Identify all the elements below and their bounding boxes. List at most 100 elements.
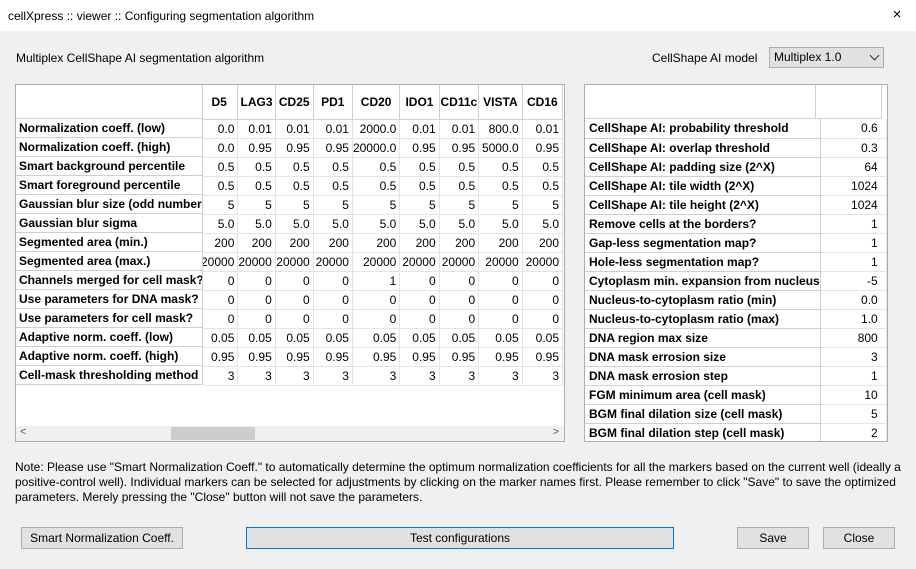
table-cell[interactable]: 0 xyxy=(352,290,401,310)
marker-column-header[interactable]: CD16 xyxy=(522,85,564,120)
table-cell[interactable]: 3 xyxy=(522,366,564,386)
table-cell[interactable]: 0 xyxy=(399,309,440,329)
table-cell[interactable]: 200 xyxy=(522,233,564,253)
table-cell[interactable]: 5.0 xyxy=(313,214,353,234)
table-cell[interactable]: 5.0 xyxy=(439,214,480,234)
table-cell[interactable]: 0.5 xyxy=(352,157,401,177)
table-cell[interactable]: 0 xyxy=(399,271,440,291)
table-cell[interactable]: 1 xyxy=(352,271,401,291)
marker-column-header[interactable]: PD1 xyxy=(313,85,353,120)
table-cell[interactable]: 0.95 xyxy=(313,347,353,367)
table-cell[interactable]: 5 xyxy=(439,195,480,215)
table-cell[interactable]: 5 xyxy=(237,195,276,215)
scroll-right-icon[interactable]: > xyxy=(552,426,559,438)
table-cell[interactable]: 0.05 xyxy=(275,328,314,348)
table-cell[interactable]: 200 xyxy=(237,233,276,253)
table-cell[interactable]: 20000.0 xyxy=(352,138,401,158)
table-cell[interactable]: 20000 xyxy=(237,252,276,272)
table-cell[interactable]: 0.95 xyxy=(399,138,440,158)
table-cell[interactable]: 2000.0 xyxy=(352,119,401,139)
table-cell[interactable]: 0 xyxy=(237,309,276,329)
table-cell[interactable]: 3 xyxy=(275,366,314,386)
parameter-value[interactable]: 0.0 xyxy=(820,290,887,310)
parameter-value[interactable]: 1.0 xyxy=(820,309,887,329)
table-cell[interactable]: 0.01 xyxy=(439,119,480,139)
close-button[interactable]: Close xyxy=(823,527,895,549)
table-cell[interactable]: 5 xyxy=(478,195,523,215)
parameter-value[interactable]: 0.6 xyxy=(820,119,887,139)
table-cell[interactable]: 0.5 xyxy=(522,176,564,196)
table-cell[interactable]: 5 xyxy=(399,195,440,215)
table-cell[interactable]: 0.5 xyxy=(275,176,314,196)
table-cell[interactable]: 0.0 xyxy=(203,138,239,158)
table-cell[interactable]: 0.05 xyxy=(313,328,353,348)
table-cell[interactable]: 0.05 xyxy=(478,328,523,348)
table-cell[interactable]: 0.05 xyxy=(352,328,401,348)
table-cell[interactable]: 0.5 xyxy=(237,176,276,196)
table-cell[interactable]: 0.5 xyxy=(313,157,353,177)
table-cell[interactable]: 0 xyxy=(237,271,276,291)
table-cell[interactable]: 0 xyxy=(522,309,564,329)
marker-column-header[interactable]: VISTA xyxy=(478,85,523,120)
table-cell[interactable]: 0 xyxy=(313,290,353,310)
table-cell[interactable]: 200 xyxy=(439,233,480,253)
table-cell[interactable]: 0 xyxy=(313,271,353,291)
close-icon[interactable]: × xyxy=(892,6,902,23)
table-cell[interactable]: 0.01 xyxy=(313,119,353,139)
table-cell[interactable]: 0.01 xyxy=(275,119,314,139)
table-cell[interactable]: 0.05 xyxy=(203,328,239,348)
table-cell[interactable]: 20000 xyxy=(399,252,440,272)
marker-column-header[interactable]: D5 xyxy=(203,85,239,120)
table-cell[interactable]: 20000 xyxy=(439,252,480,272)
table-cell[interactable]: 5 xyxy=(275,195,314,215)
table-cell[interactable]: 0.95 xyxy=(237,138,276,158)
table-cell[interactable]: 0.5 xyxy=(352,176,401,196)
parameter-value[interactable]: 800 xyxy=(820,328,887,348)
parameter-value[interactable]: 5 xyxy=(820,404,887,424)
table-cell[interactable]: 20000 xyxy=(313,252,353,272)
table-cell[interactable]: 5 xyxy=(352,195,401,215)
table-cell[interactable]: 200 xyxy=(399,233,440,253)
table-cell[interactable]: 3 xyxy=(399,366,440,386)
parameter-value[interactable]: 2 xyxy=(820,423,887,441)
table-cell[interactable]: 800.0 xyxy=(478,119,523,139)
table-cell[interactable]: 0 xyxy=(439,309,480,329)
table-cell[interactable]: 200 xyxy=(203,233,239,253)
table-cell[interactable]: 0.95 xyxy=(478,347,523,367)
marker-column-header[interactable]: CD20 xyxy=(352,85,401,120)
table-cell[interactable]: 200 xyxy=(478,233,523,253)
table-cell[interactable]: 20000 xyxy=(275,252,314,272)
table-cell[interactable]: 0 xyxy=(522,290,564,310)
table-cell[interactable]: 3 xyxy=(478,366,523,386)
parameter-value[interactable]: 1 xyxy=(820,214,887,234)
table-cell[interactable]: 5000.0 xyxy=(478,138,523,158)
parameter-value[interactable]: 10 xyxy=(820,385,887,405)
table-cell[interactable]: 0 xyxy=(478,309,523,329)
table-cell[interactable]: 5.0 xyxy=(275,214,314,234)
table-cell[interactable]: 0.95 xyxy=(237,347,276,367)
table-cell[interactable]: 0 xyxy=(478,290,523,310)
table-cell[interactable]: 0 xyxy=(439,271,480,291)
table-cell[interactable]: 0 xyxy=(352,309,401,329)
table-cell[interactable]: 3 xyxy=(203,366,239,386)
parameter-value[interactable]: 3 xyxy=(820,347,887,367)
table-cell[interactable]: 0.05 xyxy=(399,328,440,348)
table-cell[interactable]: 3 xyxy=(313,366,353,386)
table-cell[interactable]: 0.5 xyxy=(237,157,276,177)
table-cell[interactable]: 0.95 xyxy=(275,347,314,367)
table-cell[interactable]: 0 xyxy=(439,290,480,310)
table-cell[interactable]: 0 xyxy=(275,309,314,329)
table-cell[interactable]: 0 xyxy=(275,271,314,291)
table-cell[interactable]: 5 xyxy=(522,195,564,215)
table-cell[interactable]: 0 xyxy=(313,309,353,329)
marker-column-header[interactable]: CD25 xyxy=(275,85,314,120)
table-cell[interactable]: 0.5 xyxy=(203,176,239,196)
table-cell[interactable]: 0 xyxy=(275,290,314,310)
table-cell[interactable]: 0.95 xyxy=(203,347,239,367)
scrollbar-thumb[interactable] xyxy=(171,427,255,440)
save-button[interactable]: Save xyxy=(737,527,809,549)
parameter-value[interactable]: 0.3 xyxy=(820,138,887,158)
table-cell[interactable]: 20000 xyxy=(203,252,239,272)
table-cell[interactable]: 5.0 xyxy=(352,214,401,234)
parameter-value[interactable]: 64 xyxy=(820,157,887,177)
